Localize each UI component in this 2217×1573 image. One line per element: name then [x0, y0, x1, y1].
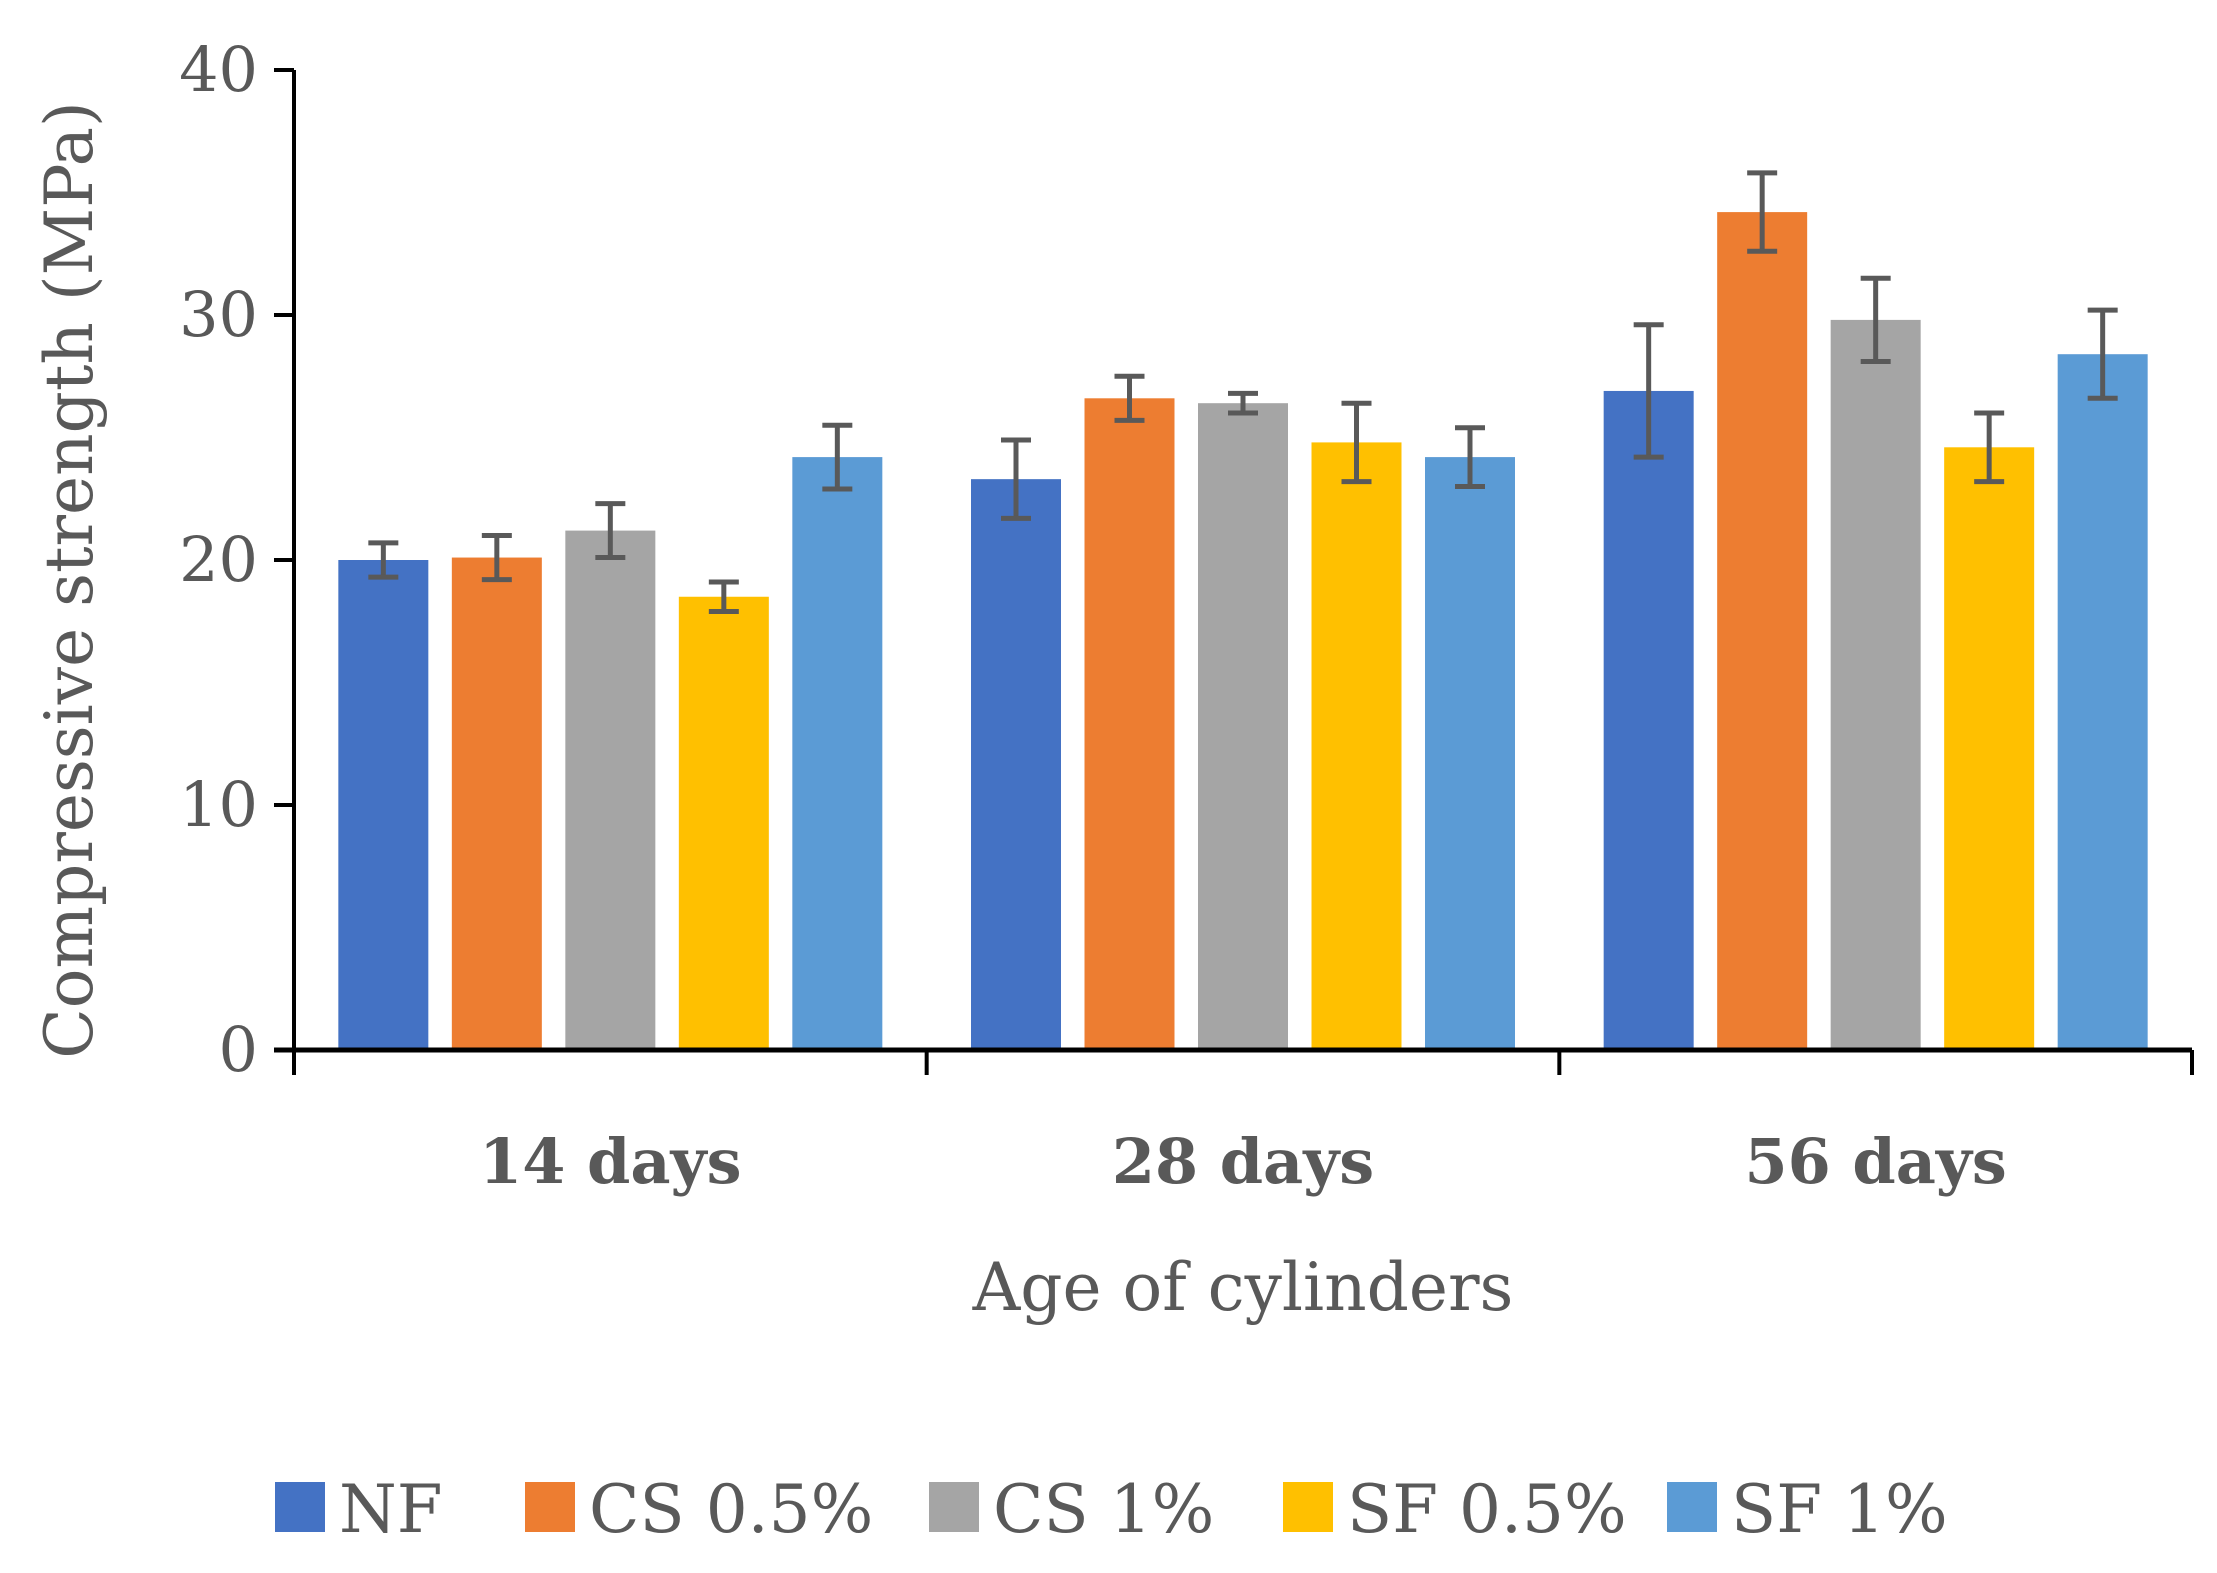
bar-nf-56-days	[1603, 390, 1694, 1050]
x-category-label: 56 days	[1745, 1125, 2007, 1198]
error-bar	[368, 540, 399, 580]
y-axis-title: Compressive strength (MPa)	[31, 101, 108, 1058]
y-tick-label: 20	[179, 523, 258, 596]
legend-swatch	[929, 1482, 979, 1532]
axes-layer	[274, 68, 2194, 1075]
bars-layer	[338, 212, 2148, 1051]
bar-cs-0-5--28-days	[1084, 398, 1175, 1050]
error-bar	[1455, 425, 1485, 489]
error-bar	[481, 533, 512, 583]
legend-label: NF	[339, 1471, 443, 1548]
error-bar	[1860, 275, 1891, 365]
labels-layer: 14 days 28 days 56 days 0 10 20 30 40	[179, 33, 2007, 1198]
bar-sf-0-5--56-days	[1944, 447, 2035, 1050]
legend-swatch	[1667, 1482, 1717, 1532]
bar-cs-0-5--56-days	[1717, 212, 1808, 1051]
y-tick-label: 0	[219, 1013, 258, 1086]
error-bar	[595, 501, 626, 561]
bar-sf-1--14-days	[792, 457, 883, 1051]
error-bar	[2087, 307, 2118, 401]
x-category-label: 14 days	[479, 1125, 741, 1198]
legend-label: SF 1%	[1731, 1471, 1948, 1548]
error-bar	[1114, 373, 1145, 423]
bar-sf-1--56-days	[2057, 354, 2148, 1050]
bar-cs-0-5--14-days	[451, 557, 542, 1050]
legend-swatch	[525, 1482, 575, 1532]
y-tick-label: 40	[179, 33, 258, 106]
error-bar	[1001, 437, 1031, 521]
bar-sf-0-5--14-days	[678, 596, 769, 1050]
y-tick-label: 30	[179, 278, 258, 351]
bar-sf-1--28-days	[1425, 457, 1515, 1051]
bar-sf-0-5--28-days	[1311, 442, 1402, 1050]
bar-nf-14-days	[338, 560, 429, 1050]
error-bar	[1341, 400, 1372, 485]
bar-nf-28-days	[971, 479, 1061, 1050]
error-bar	[1633, 322, 1664, 460]
bar-cs-1--28-days	[1198, 403, 1288, 1050]
legend-swatch	[1283, 1482, 1333, 1532]
legend-swatch	[275, 1482, 325, 1532]
error-bar	[1747, 170, 1778, 254]
error-bar	[822, 422, 853, 492]
legend-label: CS 0.5%	[589, 1471, 873, 1548]
x-axis-title: Age of cylinders	[972, 1249, 1514, 1326]
legend: NF CS 0.5% CS 1% SF 0.5% SF 1%	[275, 1471, 1948, 1548]
bar-cs-1--56-days	[1830, 319, 1921, 1050]
y-tick-label: 10	[179, 768, 258, 841]
error-bar	[1228, 390, 1258, 416]
legend-label: CS 1%	[993, 1471, 1214, 1548]
x-category-label: 28 days	[1112, 1125, 1374, 1198]
error-bar	[708, 579, 739, 614]
error-bar	[1974, 410, 2005, 485]
error-bars-layer	[368, 170, 2118, 614]
bar-cs-1--14-days	[565, 530, 656, 1050]
legend-label: SF 0.5%	[1347, 1471, 1627, 1548]
